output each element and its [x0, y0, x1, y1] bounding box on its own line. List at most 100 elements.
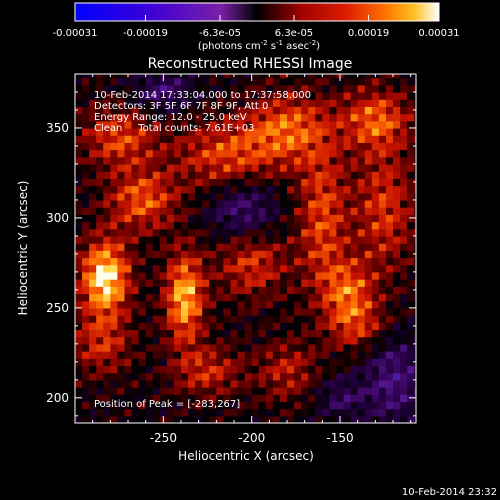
- heatmap-cell: [301, 120, 309, 129]
- heatmap-cell: [202, 343, 210, 352]
- heatmap-cell: [124, 271, 133, 280]
- heatmap-cell: [124, 401, 133, 410]
- heatmap-cell: [181, 99, 189, 107]
- heatmap-cell: [364, 149, 373, 158]
- heatmap-cell: [124, 372, 133, 381]
- heatmap-cell: [216, 322, 225, 331]
- heatmap-cell: [279, 120, 288, 129]
- heatmap-cell: [230, 178, 239, 187]
- heatmap-cell: [230, 84, 239, 93]
- heatmap-cell: [371, 401, 380, 410]
- heatmap-cell: [364, 365, 373, 374]
- heatmap-cell: [110, 365, 119, 374]
- heatmap-cell: [173, 228, 182, 237]
- heatmap-cell: [181, 207, 189, 215]
- heatmap-cell: [181, 351, 189, 359]
- heatmap-cell: [159, 120, 168, 129]
- heatmap-cell: [258, 113, 267, 122]
- heatmap-cell: [216, 365, 225, 374]
- heatmap-cell: [343, 163, 352, 172]
- heatmap-cell: [244, 250, 253, 259]
- heatmap-cell: [110, 336, 119, 345]
- heatmap-cell: [294, 315, 302, 323]
- heatmap-cell: [96, 207, 104, 215]
- heatmap-cell: [272, 322, 281, 331]
- heatmap-cell: [407, 257, 415, 266]
- heatmap-cell: [188, 351, 196, 359]
- heatmap-cell: [350, 77, 359, 86]
- heatmap-cell: [131, 372, 140, 381]
- heatmap-cell: [202, 120, 210, 129]
- heatmap-cell: [75, 279, 83, 287]
- heatmap-cell: [173, 142, 182, 151]
- heatmap-cell: [364, 408, 373, 417]
- heatmap-cell: [371, 214, 380, 223]
- heatmap-cell: [223, 322, 232, 331]
- heatmap-cell: [400, 358, 408, 367]
- heatmap-cell: [145, 91, 154, 100]
- heatmap-cell: [287, 163, 295, 172]
- heatmap-cell: [385, 408, 394, 417]
- heatmap-cell: [400, 401, 408, 410]
- heatmap-cell: [265, 91, 274, 100]
- heatmap-cell: [117, 293, 126, 302]
- heatmap-cell: [272, 257, 281, 266]
- heatmap-cell: [152, 358, 161, 367]
- heatmap-cell: [173, 243, 182, 251]
- heatmap-cell: [407, 365, 415, 374]
- heatmap-cell: [124, 77, 133, 86]
- heatmap-cell: [343, 336, 352, 345]
- heatmap-cell: [138, 387, 147, 395]
- heatmap-cell: [124, 207, 133, 215]
- heatmap-cell: [159, 142, 168, 151]
- heatmap-cell: [357, 185, 366, 194]
- heatmap-cell: [195, 286, 203, 295]
- heatmap-cell: [209, 235, 217, 244]
- heatmap-cell: [294, 351, 302, 359]
- heatmap-cell: [110, 135, 119, 143]
- heatmap-cell: [287, 178, 295, 187]
- heatmap-cell: [223, 415, 232, 423]
- heatmap-cell: [301, 91, 309, 100]
- heatmap-cell: [350, 106, 359, 115]
- heatmap-cell: [195, 293, 203, 302]
- colorbar-tick-label: 0.00019: [348, 28, 389, 39]
- heatmap-cell: [251, 228, 260, 237]
- heatmap-cell: [336, 221, 345, 230]
- heatmap-cell: [385, 358, 394, 367]
- heatmap-cell: [131, 77, 140, 86]
- heatmap-cell: [195, 120, 203, 129]
- heatmap-cell: [166, 192, 175, 201]
- heatmap-cell: [301, 214, 309, 223]
- heatmap-cell: [357, 293, 366, 302]
- heatmap-cell: [343, 358, 352, 367]
- heatmap-cell: [294, 243, 302, 251]
- heatmap-cell: [393, 401, 401, 410]
- heatmap-cell: [117, 77, 126, 86]
- peak-position-label: Position of Peak = [-283,267]: [94, 399, 240, 410]
- heatmap-cell: [357, 343, 366, 352]
- heatmap-cell: [371, 271, 380, 280]
- heatmap-cell: [103, 127, 111, 136]
- heatmap-cell: [251, 401, 260, 410]
- heatmap-cell: [152, 171, 161, 179]
- heatmap-cell: [393, 91, 401, 100]
- heatmap-cell: [202, 221, 210, 230]
- heatmap-cell: [173, 293, 182, 302]
- heatmap-cell: [230, 120, 239, 129]
- heatmap-cell: [329, 286, 338, 295]
- heatmap-cell: [216, 149, 225, 158]
- heatmap-cell: [364, 379, 373, 388]
- heatmap-cell: [308, 264, 316, 273]
- heatmap-cell: [230, 228, 239, 237]
- heatmap-cell: [294, 221, 302, 230]
- heatmap-cell: [329, 401, 338, 410]
- heatmap-cell: [131, 415, 140, 423]
- heatmap-cell: [329, 387, 338, 395]
- heatmap-cell: [96, 307, 104, 316]
- heatmap-cell: [350, 358, 359, 367]
- heatmap-cell: [152, 99, 161, 107]
- heatmap-cell: [152, 235, 161, 244]
- heatmap-cell: [407, 156, 415, 165]
- heatmap-cell: [393, 343, 401, 352]
